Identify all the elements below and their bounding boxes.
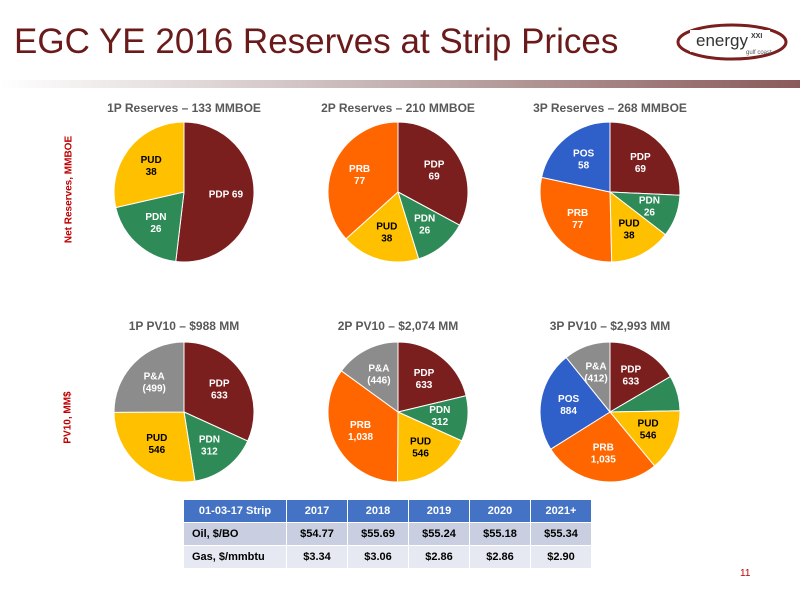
pie-slice-pa: [340, 341, 399, 413]
slice-label-prb: PRB 77: [349, 164, 370, 187]
pie-slice-prb: [539, 176, 613, 263]
slice-label-pud: PUD 38: [376, 222, 397, 245]
pie-slice-pdn: [183, 411, 249, 482]
slice-label-pdp: PDP 633: [414, 368, 435, 391]
pie-slice-pdp: [397, 341, 467, 413]
table-cell: $2.86: [408, 545, 470, 569]
pie-slice-pa: [113, 341, 185, 413]
chart-title: 2P Reserves – 210 MMBOE: [321, 101, 475, 115]
slice-label-pos: POS 884: [558, 394, 579, 417]
table-cell: $3.34: [286, 545, 348, 569]
company-logo: energy XXI gulf coast: [676, 23, 788, 61]
table-cell: $2.86: [469, 545, 531, 569]
slice-label-prb: PRB 77: [567, 208, 588, 231]
slice-label-pdp: PDP 633: [209, 378, 230, 401]
table-cell: $3.06: [347, 545, 409, 569]
pie-slice-pud: [609, 190, 667, 263]
pie-slice-prb: [327, 370, 399, 483]
slice-label-pdp: PDP 69: [424, 160, 445, 183]
slice-label-pdn: PDN 26: [639, 196, 660, 219]
chart-title: 3P Reserves – 268 MMBOE: [533, 101, 687, 115]
pie-slice-pos: [539, 356, 611, 450]
row-label: Oil, $/BO: [183, 522, 287, 546]
slice-label-pud: PUD 38: [141, 155, 162, 178]
strip-header-year: 2020: [469, 499, 531, 523]
pie-slice-prb: [549, 411, 656, 483]
slice-label-pos: POS 58: [573, 148, 594, 171]
slice-label-pdn: PDN 26: [145, 212, 166, 235]
table-row-oil: Oil, $/BO $54.77 $55.69 $55.24 $55.18 $5…: [183, 522, 592, 546]
page-number: 11: [740, 568, 751, 579]
pie-slice-pud: [608, 410, 681, 467]
slice-label-prb: PRB 1,038: [348, 420, 373, 443]
table-cell: $55.18: [469, 522, 531, 546]
title-rule: [0, 80, 800, 88]
pie-slice-pdp: [609, 121, 681, 196]
pie-slice-pdp: [183, 341, 255, 442]
logo-wordmark: energy: [696, 31, 748, 50]
pie-chart: 2P Reserves – 210 MMBOE PDP 69 PDN 26 PUD 38 PR…: [321, 101, 475, 263]
pie-slice-pdn: [115, 191, 185, 263]
pie-chart: 1P PV10 – $988 MM PDP 633 PDN 312 PUD 546 P&A (4…: [113, 319, 255, 483]
slice-label-prb: PRB 1,035: [591, 443, 616, 466]
logo-swoosh: [676, 23, 788, 61]
chart-title: 3P PV10 – $2,993 MM: [550, 319, 671, 333]
pie-slice-pa: [565, 341, 611, 414]
table-cell: $54.77: [286, 522, 348, 546]
pie-slice-pdp: [609, 341, 672, 413]
pie-slice-prb: [327, 121, 399, 240]
strip-header-label: 01-03-17 Strip: [183, 499, 287, 523]
pie-slice-pdp: [175, 121, 255, 263]
slice-label-pdp: PDP 69: [209, 190, 244, 201]
logo-tagline: gulf coast: [746, 50, 772, 56]
slice-label-pdp: PDP 633: [621, 365, 642, 388]
table-cell: $55.69: [347, 522, 409, 546]
table-cell: $55.34: [530, 522, 592, 546]
slice-label-pdn: PDN 312: [429, 405, 450, 428]
slice-label-pa: P&A (446): [367, 364, 390, 387]
strip-header-year: 2018: [347, 499, 409, 523]
chart-title: 2P PV10 – $2,074 MM: [338, 319, 459, 333]
pie-slice-pud: [345, 191, 420, 263]
slice-label-pud: PUD 546: [410, 436, 431, 459]
pie-slice-pud: [113, 411, 196, 483]
row-label: Gas, $/mmbtu: [183, 545, 287, 569]
strip-header-year: 2017: [286, 499, 348, 523]
pie-slice-pud: [396, 411, 463, 483]
strip-header-year: 2019: [408, 499, 470, 523]
chart-title: 1P PV10 – $988 MM: [129, 319, 240, 333]
slice-label-pud: PUD 38: [618, 219, 639, 242]
slice-label-pdp: PDP 69: [630, 152, 651, 175]
table-cell: $2.90: [530, 545, 592, 569]
logo-backdrop: [690, 30, 770, 52]
slice-label-pdn: PDN 312: [199, 434, 220, 457]
pie-slice-pdp: [397, 121, 469, 226]
slice-label-pud: PUD 546: [638, 419, 659, 442]
pie-slice-pos: [540, 121, 611, 193]
slide-title: EGC YE 2016 Reserves at Strip Prices: [14, 22, 619, 61]
logo-suffix: XXI: [751, 33, 762, 40]
strip-price-table: 01-03-17 Strip 2017 2018 2019 2020 2021+…: [183, 499, 592, 569]
slice-label-pdn: PDN 26: [414, 213, 435, 236]
chart-title: 1P Reserves – 133 MMBOE: [107, 101, 261, 115]
slice-label-pa: P&A (499): [143, 371, 166, 394]
table-cell: $55.24: [408, 522, 470, 546]
table-row-gas: Gas, $/mmbtu $3.34 $3.06 $2.86 $2.86 $2.…: [183, 545, 592, 569]
slice-label-pa: P&A (412): [584, 361, 607, 384]
pie-chart: 2P PV10 – $2,074 MM PDP 633 PDN 312 PUD 546 PRB…: [327, 319, 469, 483]
strip-table-header: 01-03-17 Strip 2017 2018 2019 2020 2021+: [183, 499, 592, 523]
pie-chart: 1P Reserves – 133 MMBOE PDP 69 PDN 26 PUD 38: [107, 101, 261, 263]
strip-header-year: 2021+: [530, 499, 592, 523]
pie-chart: 3P PV10 – $2,993 MM PDP 633 PUD 546 PRB 1,035 P…: [539, 319, 681, 483]
pie-slice-pud: [113, 121, 185, 209]
slice-label-pud: PUD 546: [146, 433, 167, 456]
